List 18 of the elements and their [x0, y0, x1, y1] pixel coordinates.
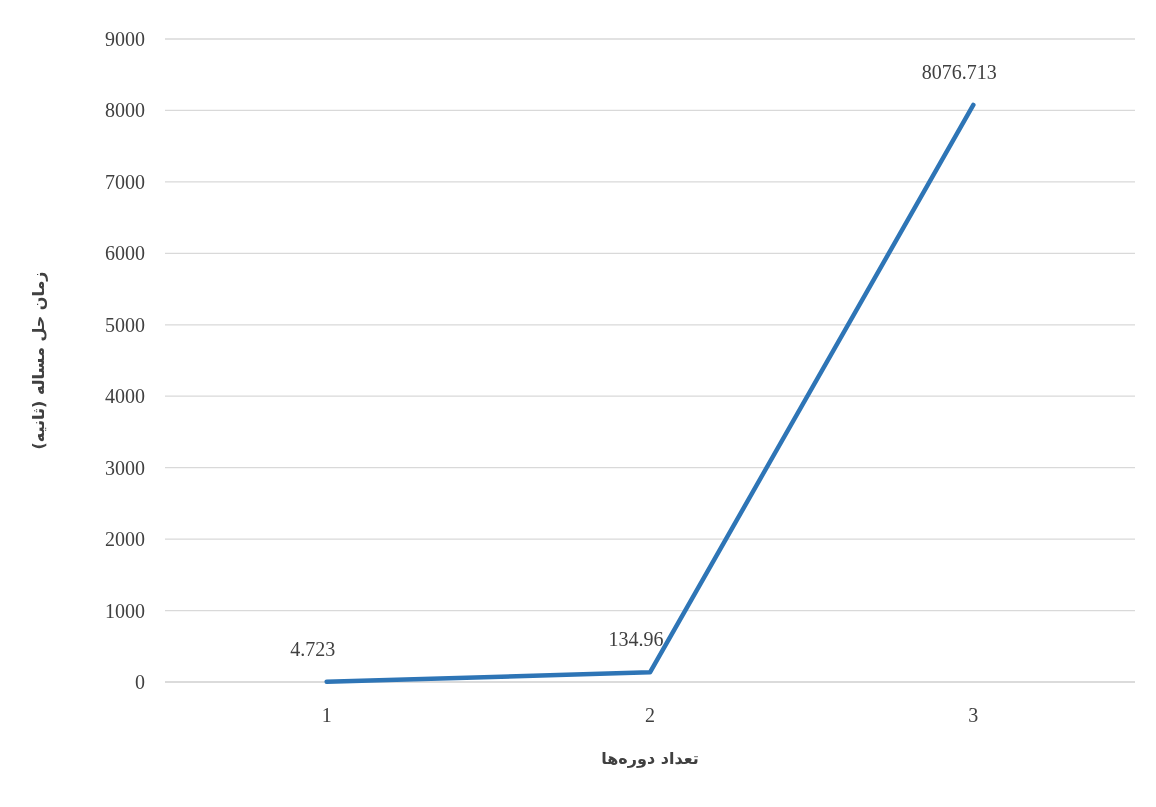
data-label: 4.723: [290, 637, 336, 660]
x-axis-title: تعداد دوره‌ها: [601, 749, 699, 768]
data-label: 134.96: [608, 628, 664, 651]
y-tick-label: 3000: [105, 456, 145, 479]
y-tick-label: 1000: [105, 599, 145, 622]
y-axis-title: زمان حل مساله (ثانیه): [29, 271, 48, 450]
data-label: 8076.713: [921, 60, 997, 83]
x-tick-label: 3: [968, 704, 979, 726]
y-tick-label: 4000: [105, 385, 145, 408]
y-tick-label: 7000: [105, 170, 145, 193]
y-tick-label: 9000: [105, 28, 145, 50]
x-tick-label: 2: [645, 704, 655, 726]
y-tick-label: 8000: [105, 99, 145, 122]
y-tick-label: 6000: [105, 242, 145, 265]
y-tick-label: 5000: [105, 313, 145, 336]
y-tick-label: 2000: [105, 528, 145, 551]
x-tick-label: 1: [321, 704, 332, 726]
y-tick-label: 0: [135, 671, 145, 693]
